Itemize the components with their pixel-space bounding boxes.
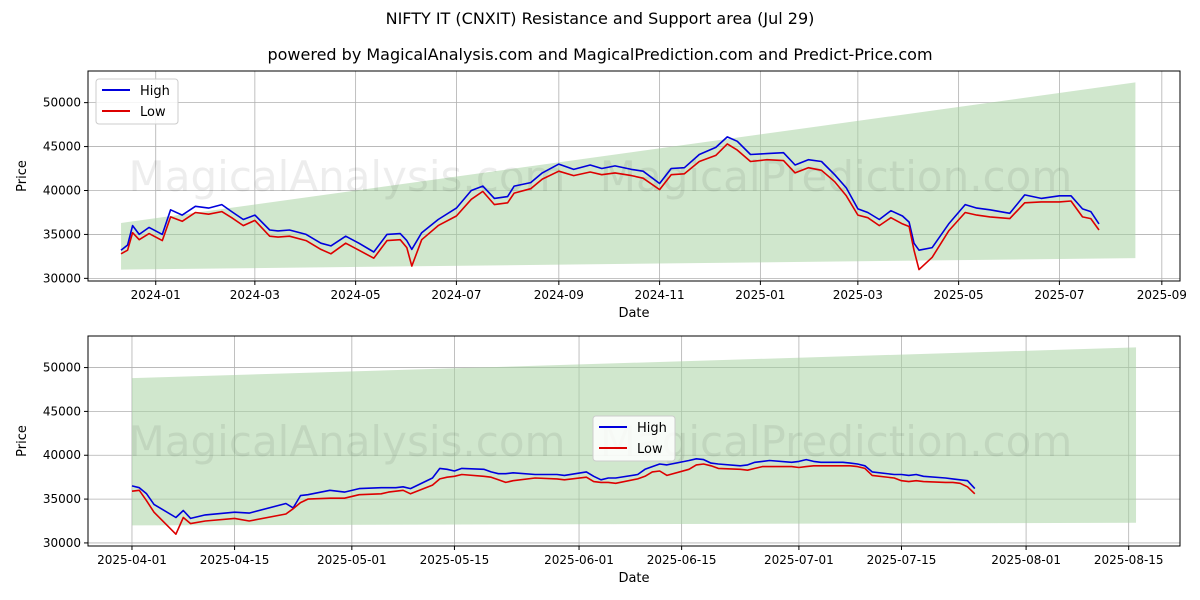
x-axis-label: Date: [618, 306, 649, 321]
plot-frame: [87, 70, 1181, 282]
x-tick-label: 2025-01: [735, 288, 785, 302]
resistance-support-band: [121, 82, 1136, 270]
y-tick-label: 50000: [43, 96, 81, 110]
x-tick-label: 2024-01: [131, 288, 181, 302]
y-tick-label: 45000: [43, 140, 81, 154]
y-tick-label: 40000: [43, 448, 81, 462]
chart-title: NIFTY IT (CNXIT) Resistance and Support …: [385, 9, 815, 28]
legend: High Low: [592, 415, 676, 462]
watermark-text: MagicalAnalysis.com: [129, 152, 566, 201]
x-tick-label: 2025-05: [934, 288, 984, 302]
x-tick-label: 2025-06-01: [544, 553, 614, 567]
y-tick-label: 35000: [43, 492, 81, 506]
y-tick-label: 50000: [43, 361, 81, 375]
x-tick-label: 2025-08-01: [991, 553, 1061, 567]
x-tick-label: 2025-07: [1034, 288, 1084, 302]
x-tick-label: 2025-07-15: [867, 553, 937, 567]
x-tick-label: 2025-07-01: [764, 553, 834, 567]
x-tick-label: 2025-05-15: [420, 553, 490, 567]
x-tick-label: 2025-06-15: [647, 553, 717, 567]
y-axis-label: Price: [15, 160, 30, 192]
legend-label-high: High: [140, 84, 170, 99]
chart-panel-1: MagicalAnalysis.com MagicalPrediction.com…: [15, 70, 1187, 321]
watermark-text: MagicalPrediction.com: [600, 417, 1073, 466]
watermark-text: MagicalAnalysis.com: [129, 417, 566, 466]
x-axis-label: Date: [618, 571, 649, 586]
y-tick-label: 30000: [43, 271, 81, 285]
series-line-low: [131, 463, 976, 536]
legend-label-high: High: [637, 421, 667, 436]
x-tick-label: 2024-05: [331, 288, 381, 302]
x-tick-label: 2024-07: [431, 288, 481, 302]
chart-panel-2: MagicalAnalysis.com MagicalPrediction.com…: [15, 335, 1181, 586]
x-tick-label: 2025-09: [1137, 288, 1187, 302]
x-tick-label: 2025-04-15: [200, 553, 270, 567]
legend-label-low: Low: [637, 442, 663, 457]
y-tick-label: 45000: [43, 404, 81, 418]
chart-subtitle: powered by MagicalAnalysis.com and Magic…: [267, 45, 933, 64]
series-line-high: [131, 457, 976, 520]
y-axis-label: Price: [15, 425, 30, 457]
x-tick-label: 2024-09: [534, 288, 584, 302]
plot-frame: [87, 335, 1181, 547]
y-tick-label: 35000: [43, 227, 81, 241]
x-tick-label: 2025-03: [833, 288, 883, 302]
y-tick-label: 30000: [43, 536, 81, 550]
x-tick-label: 2025-05-01: [317, 553, 387, 567]
x-tick-label: 2024-11: [635, 288, 685, 302]
legend: High Low: [95, 78, 179, 125]
x-tick-label: 2025-04-01: [97, 553, 167, 567]
x-tick-label: 2025-08-15: [1094, 553, 1164, 567]
x-tick-label: 2024-03: [230, 288, 280, 302]
series-line-high: [120, 136, 1100, 253]
legend-label-low: Low: [140, 105, 166, 120]
y-tick-label: 40000: [43, 183, 81, 197]
series-line-low: [120, 143, 1100, 271]
